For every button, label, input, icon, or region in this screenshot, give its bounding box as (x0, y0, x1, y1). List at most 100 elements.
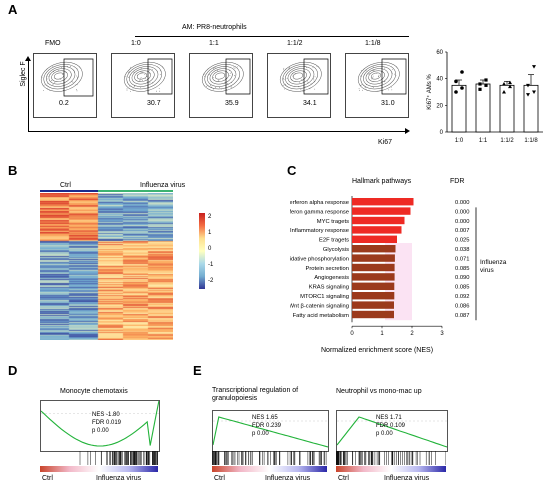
pathway-label: Fatty acid metabolism (293, 313, 350, 319)
flow-plot-label: 1:1/2 (287, 40, 303, 47)
gsea-left-label: Ctrl (338, 475, 349, 482)
pathway-bar (352, 282, 395, 290)
data-point (478, 87, 482, 91)
gene-barcode (335, 451, 447, 465)
data-point (526, 93, 530, 97)
pathway-label: Interferon alpha response (290, 200, 349, 206)
data-point (478, 82, 482, 86)
heatmap (40, 193, 173, 340)
y-tick-label: 20 (436, 103, 443, 109)
y-tick-label: 40 (436, 77, 443, 83)
enrichment-curve (337, 416, 447, 448)
panel-label-a: A (8, 2, 18, 17)
fdr-header: FDR (450, 178, 465, 185)
pathway-bar (352, 216, 405, 225)
enrichment-curve (41, 401, 159, 447)
gsea-stat-nes: NES -1.80 (92, 412, 120, 418)
flow-plot-label: 1:0 (131, 40, 141, 47)
x-tick-label: 1:1/2 (500, 138, 514, 144)
flow-plot (189, 53, 253, 118)
panel-label-e: E (193, 363, 202, 378)
fdr-value: 0.000 (455, 200, 470, 206)
fdr-value: 0.092 (455, 294, 470, 300)
data-point (532, 90, 536, 94)
y-tick-label: 0 (440, 130, 444, 136)
fdr-value: 0.086 (455, 303, 470, 309)
y-tick-label: 60 (436, 50, 443, 56)
data-point (454, 90, 458, 94)
panel-label-c: C (287, 163, 297, 178)
group-label: Influenza (480, 259, 507, 266)
colorbar-tick: -2 (208, 278, 214, 284)
pathway-nes-chart: 0 1 2 3 Interferon alpha response 0.000 Interf… (290, 196, 507, 337)
pathway-label: Protein secretion (306, 266, 350, 272)
pathway-label: Angiogenesis (314, 275, 349, 281)
pathway-label: E2F tragets (319, 238, 349, 244)
data-point (484, 78, 488, 82)
data-point (532, 65, 536, 69)
rank-gradient (40, 466, 158, 472)
pathway-bar (352, 273, 395, 281)
pathway-bar (352, 301, 394, 309)
gsea-stat-fdr: FDR 0.109 (376, 423, 406, 429)
data-point (502, 82, 506, 86)
pathway-bar (352, 235, 397, 243)
pathway-label: KRAS signaling (309, 285, 349, 291)
heatmap-colorbar (199, 213, 205, 289)
gsea-right-label: Influenza virus (265, 475, 311, 482)
group-label-ctrl: Ctrl (60, 182, 71, 189)
x-tick-label: 0 (350, 331, 354, 337)
flow-plot (345, 53, 409, 118)
gsea-stat-p: p 0.00 (252, 431, 269, 437)
gene-barcode (211, 451, 327, 465)
pathway-label: Oxidative phosphorylation (290, 256, 349, 262)
gsea-stat-nes: NES 1.65 (252, 415, 278, 421)
panel-label-d: D (8, 363, 18, 378)
bar (523, 84, 539, 133)
pathway-label: MYC tragets (317, 219, 349, 225)
flow-plot-value: 30.7 (147, 100, 161, 107)
flow-plot-value: 31.0 (381, 100, 395, 107)
flow-plot-value: 0.2 (59, 100, 69, 107)
gsea-stat-fdr: FDR 0.239 (252, 423, 282, 429)
x-tick-label: 1:1/8 (524, 138, 538, 144)
group-label-influenza: Influenza virus (140, 182, 186, 189)
rank-gradient (336, 466, 446, 472)
x-tick-label: 2 (410, 331, 414, 337)
pathway-bar (352, 310, 394, 319)
panel-label-b: B (8, 163, 18, 178)
data-point (526, 83, 530, 88)
fdr-value: 0.087 (455, 313, 470, 319)
x-axis-arrow (28, 131, 408, 132)
fdr-value: 0.090 (455, 275, 470, 281)
bar (475, 83, 491, 133)
fdr-value: 0.000 (455, 219, 470, 225)
x-tick-label: 1:1 (479, 138, 488, 144)
flow-plot-label: FMO (45, 40, 61, 47)
pathway-label: Glycolysis (323, 247, 349, 253)
gsea-stat-fdr: FDR 0.019 (92, 420, 122, 426)
colorbar-tick: 0 (208, 246, 212, 252)
fdr-value: 0.038 (455, 247, 470, 253)
pathway-label: Interferon gamma response (290, 209, 349, 215)
x-tick-label: 1:0 (455, 138, 464, 144)
group-title: AM: PR8-neutrophils (182, 24, 247, 31)
colorbar-tick: 2 (208, 214, 212, 220)
pathway-label: MTORC1 signaling (300, 294, 349, 300)
x-arrow-head (405, 128, 410, 134)
fdr-value: 0.085 (455, 285, 470, 291)
gsea-right-label: Influenza virus (384, 475, 430, 482)
flow-plot-label: 1:1/8 (365, 40, 381, 47)
enrichment-curve (213, 416, 328, 448)
data-point (460, 70, 464, 74)
colorbar-tick: -1 (208, 262, 214, 268)
flow-plot-label: 1:1 (209, 40, 219, 47)
nes-axis-label: Normalized enrichment score (NES) (321, 347, 434, 354)
pathway-bar (352, 207, 411, 215)
pathway-bar (352, 263, 395, 272)
data-point (460, 86, 464, 90)
ctrl-group-bar (40, 190, 98, 192)
flow-plot (33, 53, 97, 118)
data-point (454, 79, 458, 84)
data-point (508, 80, 512, 85)
